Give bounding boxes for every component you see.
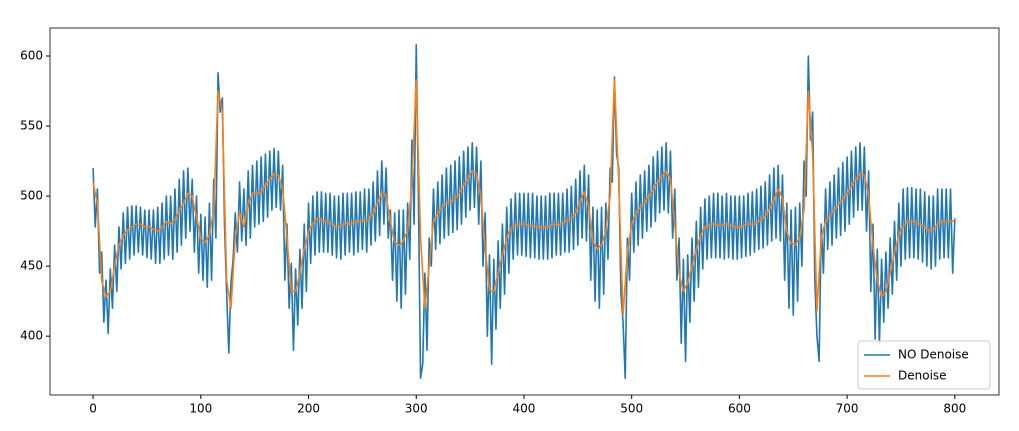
y-tick-label: 600 (20, 49, 43, 63)
legend-label: Denoise (898, 369, 947, 383)
x-tick-label: 300 (405, 402, 428, 416)
y-tick-label: 500 (20, 189, 43, 203)
x-tick-label: 700 (836, 402, 859, 416)
x-tick-label: 500 (620, 402, 643, 416)
x-tick-label: 400 (513, 402, 536, 416)
legend: NO Denoise Denoise (857, 340, 991, 390)
x-tick-label: 800 (943, 402, 966, 416)
series-line (92, 79, 956, 316)
x-tick-label: 600 (728, 402, 751, 416)
y-tick-label: 550 (20, 119, 43, 133)
y-tick-label: 400 (20, 329, 43, 343)
y-tick-label: 450 (20, 259, 43, 273)
x-tick-label: 100 (189, 402, 212, 416)
plot-frame (49, 27, 1000, 396)
x-tick-label: 0 (89, 402, 97, 416)
legend-label: NO Denoise (898, 348, 969, 362)
x-tick-label: 200 (297, 402, 320, 416)
legend-box (857, 340, 991, 390)
